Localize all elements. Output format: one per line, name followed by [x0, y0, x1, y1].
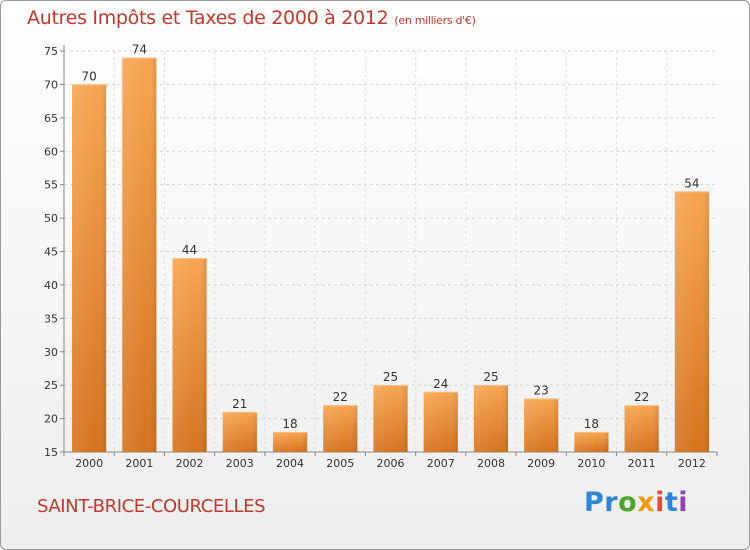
- logo-part: x: [637, 487, 656, 518]
- logo-part: t: [664, 487, 679, 518]
- data-label: 22: [333, 390, 348, 404]
- x-tick-label: 2000: [75, 457, 103, 470]
- data-label: 74: [132, 43, 147, 57]
- y-tick-label: 30: [44, 346, 58, 359]
- x-tick-label: 2006: [377, 457, 405, 470]
- data-label: 25: [483, 370, 498, 384]
- y-tick-label: 70: [44, 78, 58, 91]
- bar-shade: [574, 431, 609, 452]
- data-label: 21: [232, 397, 247, 411]
- logo-part: Pr: [584, 487, 619, 518]
- x-tick-label: 2001: [125, 457, 153, 470]
- tick-labels: 15 20 25 30 35 40 45 50 55 60 65 70 75 2000 2001 2002 20…: [44, 45, 706, 470]
- bar-shade: [373, 385, 408, 452]
- logo-part: i: [655, 487, 665, 518]
- y-tick-label: 65: [44, 112, 58, 125]
- data-labels: 70 74 44 21 18 22 25 24 25 23 18 22 54: [81, 43, 699, 431]
- y-tick-label: 50: [44, 212, 58, 225]
- x-tick-label: 2012: [678, 457, 706, 470]
- data-label: 23: [534, 384, 549, 398]
- data-label: 24: [433, 377, 448, 391]
- bar-shade: [323, 405, 358, 452]
- x-tick-label: 2004: [276, 457, 304, 470]
- y-tick-label: 60: [44, 145, 58, 158]
- y-tick-label: 55: [44, 179, 58, 192]
- data-label: 18: [282, 417, 297, 431]
- bar-shade: [122, 57, 157, 452]
- x-tick-label: 2011: [628, 457, 656, 470]
- proxiti-logo: Proxiti: [584, 487, 688, 518]
- bar-shade: [423, 391, 458, 452]
- x-tick-label: 2005: [326, 457, 354, 470]
- bar-shade: [222, 411, 257, 452]
- y-tick-label: 40: [44, 279, 58, 292]
- x-tick-label: 2008: [477, 457, 505, 470]
- y-tick-label: 25: [44, 379, 58, 392]
- data-label: 18: [584, 417, 599, 431]
- chart-title-text: Autres Impôts et Taxes de 2000 à 2012: [27, 7, 389, 29]
- bars: [72, 57, 709, 453]
- x-tick-label: 2003: [226, 457, 254, 470]
- data-label: 54: [684, 176, 699, 190]
- y-tick-label: 35: [44, 312, 58, 325]
- data-label: 44: [182, 243, 197, 257]
- chart-subtitle: (en milliers d'€): [394, 14, 476, 27]
- x-tick-label: 2010: [577, 457, 605, 470]
- x-tick-label: 2007: [427, 457, 455, 470]
- bar-shade: [473, 385, 509, 452]
- bar-shade: [624, 405, 659, 452]
- logo-part: o: [618, 487, 638, 518]
- logo-part: i: [678, 487, 689, 518]
- y-tick-label: 45: [44, 246, 58, 259]
- data-label: 22: [634, 390, 649, 404]
- y-tick-label: 15: [44, 446, 58, 459]
- chart-title: Autres Impôts et Taxes de 2000 à 2012 (en…: [27, 7, 476, 29]
- y-tick-label: 20: [44, 413, 58, 426]
- bar-shade: [524, 398, 559, 452]
- data-label: 25: [383, 370, 398, 384]
- bar-shade: [72, 84, 107, 453]
- x-tick-label: 2009: [527, 457, 555, 470]
- x-tick-label: 2002: [176, 457, 204, 470]
- bar-shade: [674, 191, 709, 452]
- commune-name: SAINT-BRICE-COURCELLES: [37, 496, 266, 517]
- data-label: 70: [81, 69, 96, 83]
- bar-shade: [172, 258, 207, 452]
- bar-shade: [272, 431, 308, 452]
- y-tick-label: 75: [44, 45, 58, 58]
